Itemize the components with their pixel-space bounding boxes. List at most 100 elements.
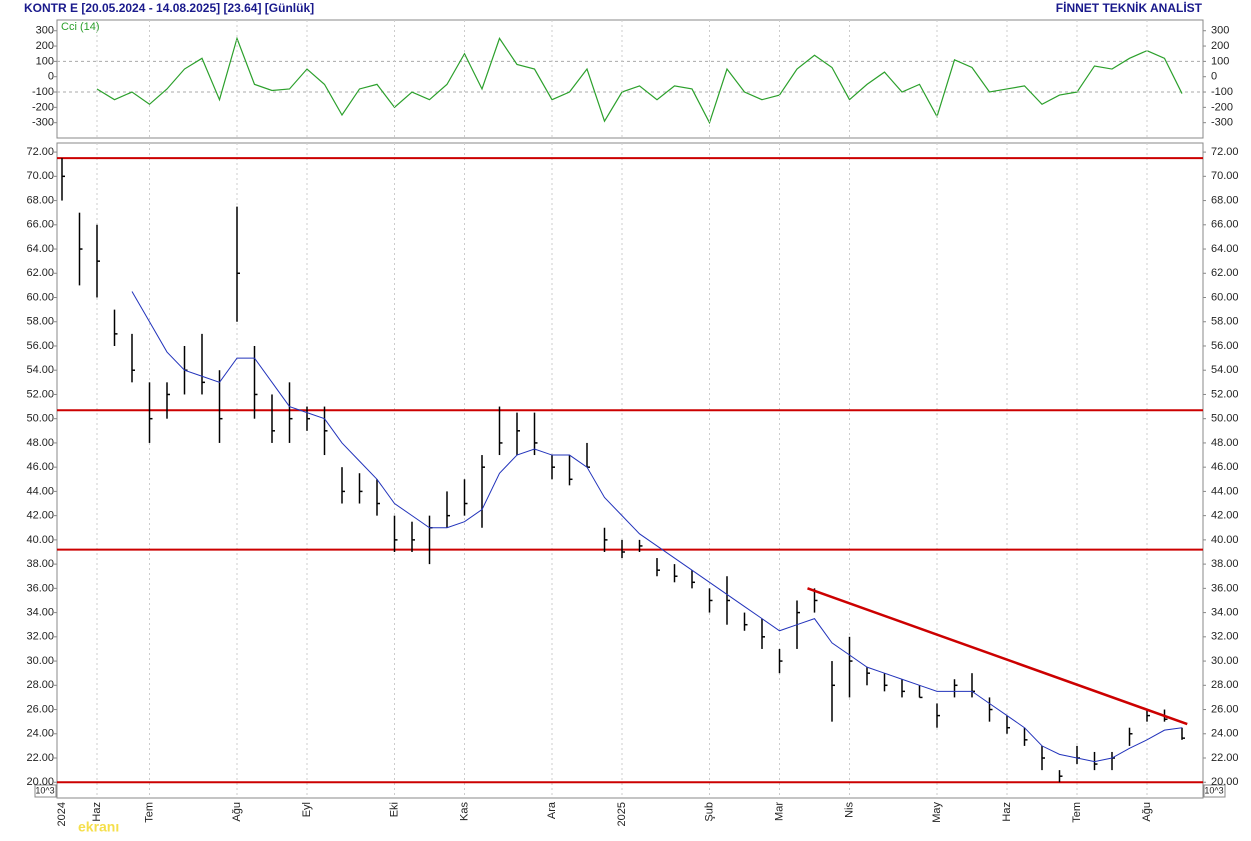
- y-tick-label: 66.00: [26, 219, 54, 231]
- y-tick-label: 34.00: [26, 606, 54, 618]
- y-tick-label: 40.00: [26, 534, 54, 546]
- y-tick-label: -300: [32, 117, 54, 129]
- y-tick-label: 56.00: [26, 340, 54, 352]
- y-tick-label: 48.00: [26, 437, 54, 449]
- y-tick-label: 60.00: [1211, 291, 1239, 303]
- x-tick-label: Ara: [546, 801, 558, 819]
- y-tick-label: 28.00: [26, 679, 54, 691]
- y-tick-label: 50.00: [1211, 413, 1239, 425]
- unit-label: 10^3: [35, 785, 54, 795]
- y-tick-label: 34.00: [1211, 606, 1239, 618]
- unit-box: [34, 784, 57, 798]
- y-tick-label: 100: [1211, 55, 1229, 67]
- x-tick-label: Ağu: [231, 802, 243, 822]
- y-tick-label: 70.00: [26, 170, 54, 182]
- y-tick-label: 46.00: [1211, 461, 1239, 473]
- y-tick-label: 44.00: [26, 485, 54, 497]
- x-tick-label: Ağu: [1141, 802, 1153, 822]
- y-tick-label: 38.00: [1211, 558, 1239, 570]
- x-tick-label: May: [931, 802, 943, 823]
- header-right: FİNNET TEKNİK ANALİST: [1056, 0, 1203, 15]
- y-tick-label: 20.00: [26, 776, 54, 788]
- x-tick-label: 2025: [616, 802, 628, 826]
- cci-panel: [56, 19, 1204, 139]
- y-tick-label: 24.00: [1211, 728, 1239, 740]
- y-tick-label: 68.00: [26, 194, 54, 206]
- x-tick-label: Tem: [143, 802, 155, 823]
- y-tick-label: 36.00: [26, 582, 54, 594]
- y-tick-label: 32.00: [1211, 631, 1239, 643]
- y-tick-label: 0: [1211, 71, 1217, 83]
- y-tick-label: -300: [1211, 117, 1233, 129]
- x-tick-label: Şub: [703, 802, 715, 822]
- y-tick-label: -200: [32, 101, 54, 113]
- y-tick-label: -200: [1211, 101, 1233, 113]
- y-tick-label: 42.00: [26, 510, 54, 522]
- y-tick-label: 54.00: [26, 364, 54, 376]
- y-tick-label: 64.00: [1211, 243, 1239, 255]
- y-tick-label: 48.00: [1211, 437, 1239, 449]
- logo: ekranı: [78, 819, 119, 835]
- y-tick-label: 32.00: [26, 631, 54, 643]
- y-tick-label: 0: [48, 71, 54, 83]
- y-tick-label: 38.00: [26, 558, 54, 570]
- y-tick-label: 22.00: [26, 752, 54, 764]
- y-tick-label: 60.00: [26, 291, 54, 303]
- x-tick-label: Haz: [91, 802, 103, 822]
- y-tick-label: 70.00: [1211, 170, 1239, 182]
- y-tick-label: 72.00: [1211, 146, 1239, 158]
- moving-average: [131, 291, 1183, 763]
- x-tick-label: Haz: [1001, 802, 1013, 822]
- y-tick-label: 20.00: [1211, 776, 1239, 788]
- y-tick-label: 26.00: [1211, 703, 1239, 715]
- x-tick-label: Nis: [843, 802, 855, 818]
- y-tick-label: 64.00: [26, 243, 54, 255]
- trend-line: [807, 587, 1188, 726]
- y-tick-label: 300: [1211, 25, 1229, 37]
- price-panel: [56, 142, 1204, 799]
- y-tick-label: 52.00: [1211, 388, 1239, 400]
- unit-label: 10^3: [1204, 785, 1223, 795]
- y-tick-label: 52.00: [26, 388, 54, 400]
- y-tick-label: 22.00: [1211, 752, 1239, 764]
- x-tick-label: Tem: [1071, 802, 1083, 823]
- y-tick-label: -100: [1211, 86, 1233, 98]
- y-tick-label: 58.00: [26, 316, 54, 328]
- y-tick-label: 72.00: [26, 146, 54, 158]
- y-tick-label: 44.00: [1211, 485, 1239, 497]
- y-tick-label: -100: [32, 86, 54, 98]
- y-tick-label: 68.00: [1211, 194, 1239, 206]
- y-tick-label: 66.00: [1211, 219, 1239, 231]
- y-tick-label: 36.00: [1211, 582, 1239, 594]
- y-tick-label: 100: [36, 55, 54, 67]
- y-tick-label: 58.00: [1211, 316, 1239, 328]
- y-tick-label: 42.00: [1211, 510, 1239, 522]
- y-tick-label: 200: [36, 40, 54, 52]
- cci-title: Cci (14): [61, 21, 100, 33]
- x-tick-label: Eyl: [301, 802, 313, 817]
- cci-line: [96, 36, 1183, 125]
- y-tick-label: 30.00: [26, 655, 54, 667]
- y-tick-label: 62.00: [1211, 267, 1239, 279]
- x-tick-label: Kas: [458, 802, 470, 821]
- y-tick-label: 56.00: [1211, 340, 1239, 352]
- y-tick-label: 62.00: [26, 267, 54, 279]
- x-tick-label: Eki: [388, 802, 400, 817]
- header-left: KONTR E [20.05.2024 - 14.08.2025] [23.64…: [24, 1, 314, 15]
- x-tick-label: 2024: [56, 802, 68, 826]
- y-tick-label: 200: [1211, 40, 1229, 52]
- y-tick-label: 28.00: [1211, 679, 1239, 691]
- y-tick-label: 46.00: [26, 461, 54, 473]
- y-tick-label: 54.00: [1211, 364, 1239, 376]
- y-tick-label: 24.00: [26, 728, 54, 740]
- unit-box: [1203, 784, 1226, 798]
- x-tick-label: Mar: [773, 802, 785, 821]
- y-tick-label: 26.00: [26, 703, 54, 715]
- y-tick-label: 300: [36, 25, 54, 37]
- y-tick-label: 50.00: [26, 413, 54, 425]
- y-tick-label: 40.00: [1211, 534, 1239, 546]
- y-tick-label: 30.00: [1211, 655, 1239, 667]
